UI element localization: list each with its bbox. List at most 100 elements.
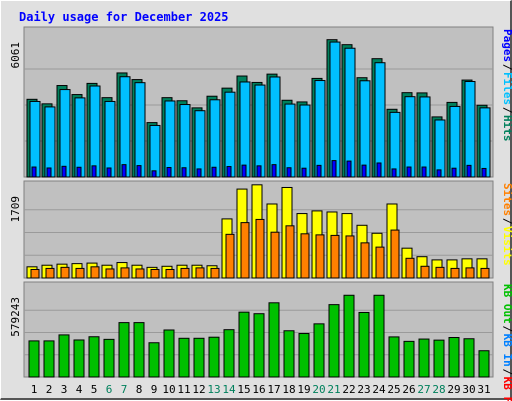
bar-pages — [181, 167, 187, 178]
bar-sites — [60, 266, 70, 279]
bar-files — [389, 111, 401, 178]
x-tick-label: 20 — [312, 383, 325, 396]
bar-pages — [406, 166, 412, 178]
bar-pages — [76, 166, 82, 178]
x-tick-label: 24 — [372, 383, 386, 396]
bar-kb-out — [418, 338, 430, 378]
bar-pages — [451, 167, 457, 178]
bar-sites — [75, 267, 85, 279]
bar-files — [59, 89, 71, 178]
bar-pages — [226, 166, 232, 178]
y-max-label-visits-sites: 1709 — [9, 196, 22, 223]
x-tick-label: 6 — [106, 383, 113, 396]
bar-sites — [375, 246, 385, 279]
legend-label: Sites — [501, 183, 512, 216]
bar-kb-out — [43, 340, 55, 378]
bar-kb-out — [148, 342, 160, 378]
x-tick-label: 31 — [477, 383, 490, 396]
legend-label: KB F — [501, 377, 512, 401]
bar-pages — [31, 166, 37, 178]
bar-files — [44, 106, 56, 178]
legend-label: Files — [501, 72, 512, 105]
bar-sites — [480, 267, 490, 279]
bar-kb-out — [403, 340, 415, 378]
chart-title: Daily usage for December 2025 — [19, 10, 229, 24]
legend-visits-sites: Sites /Visits — [501, 183, 512, 266]
x-tick-label: 28 — [432, 383, 445, 396]
bar-sites — [405, 257, 415, 279]
legend-separator: / — [501, 107, 512, 114]
bar-files — [449, 105, 461, 178]
bar-files — [29, 100, 41, 178]
x-tick-label: 23 — [357, 383, 370, 396]
bar-sites — [345, 235, 355, 279]
bar-files — [179, 104, 191, 178]
bar-pages — [346, 160, 352, 178]
bar-kb-out — [358, 311, 370, 378]
bar-kb-out — [373, 294, 385, 378]
x-tick-label: 7 — [121, 383, 128, 396]
x-axis-labels: 1 2 3 4 5 6 7 8 9 10 11 12 13 14 15 16 17 18 19 20 21 22 23 24 2… — [31, 383, 491, 396]
bar-kb-out — [298, 333, 310, 378]
bar-files — [134, 82, 146, 178]
bar-files — [119, 76, 131, 178]
bar-files — [344, 47, 356, 178]
bar-sites — [150, 268, 160, 279]
bar-sites — [465, 267, 475, 279]
bar-pages — [331, 160, 337, 178]
bar-files — [74, 97, 86, 178]
y-max-label-kbytes: 579243 — [9, 297, 22, 337]
bar-sites — [135, 268, 145, 279]
bar-files — [329, 41, 341, 178]
bar-sites — [165, 268, 175, 279]
bar-pages — [301, 167, 307, 178]
bar-files — [149, 124, 161, 178]
x-tick-label: 8 — [136, 383, 143, 396]
x-tick-label: 26 — [402, 383, 415, 396]
bar-pages — [166, 166, 172, 178]
bar-kb-out — [388, 336, 400, 378]
x-tick-label: 21 — [327, 383, 340, 396]
bar-files — [464, 80, 476, 178]
bar-files — [314, 80, 326, 178]
bar-files — [269, 76, 281, 178]
legend-separator: / — [501, 369, 512, 376]
x-tick-label: 16 — [252, 383, 265, 396]
bar-kb-out — [433, 339, 445, 378]
bar-files — [224, 91, 236, 178]
bar-pages — [151, 170, 157, 178]
x-tick-label: 9 — [151, 383, 158, 396]
bar-pages — [91, 165, 97, 178]
bar-pages — [46, 167, 52, 178]
bar-kb-out — [58, 334, 70, 378]
bar-files — [194, 110, 206, 178]
bar-sites — [90, 266, 100, 279]
panel-visits-sites: 1709 Sites /Visits — [9, 180, 512, 279]
bar-files — [284, 103, 296, 178]
x-tick-label: 13 — [207, 383, 220, 396]
legend-label: KB Out — [501, 284, 512, 324]
bar-kb-out — [238, 311, 250, 378]
x-tick-label: 10 — [162, 383, 175, 396]
x-tick-label: 29 — [447, 383, 460, 396]
legend-label: Hits — [501, 115, 512, 142]
legend-label: KB In — [501, 334, 512, 367]
bar-sites — [390, 229, 400, 279]
bar-files — [404, 96, 416, 178]
bar-kb-out — [103, 338, 115, 378]
legend-separator: / — [501, 218, 512, 225]
bar-kb-out — [28, 340, 40, 378]
bar-sites — [420, 265, 430, 279]
bar-kb-out — [178, 337, 190, 378]
bar-kb-out — [253, 313, 265, 378]
bar-kb-out — [268, 302, 280, 378]
bar-sites — [360, 242, 370, 279]
bar-files — [374, 62, 386, 178]
bar-sites — [285, 225, 295, 279]
bar-files — [89, 85, 101, 178]
bar-pages — [286, 167, 292, 178]
bar-kb-out — [478, 350, 490, 378]
bar-kb-out — [343, 294, 355, 378]
